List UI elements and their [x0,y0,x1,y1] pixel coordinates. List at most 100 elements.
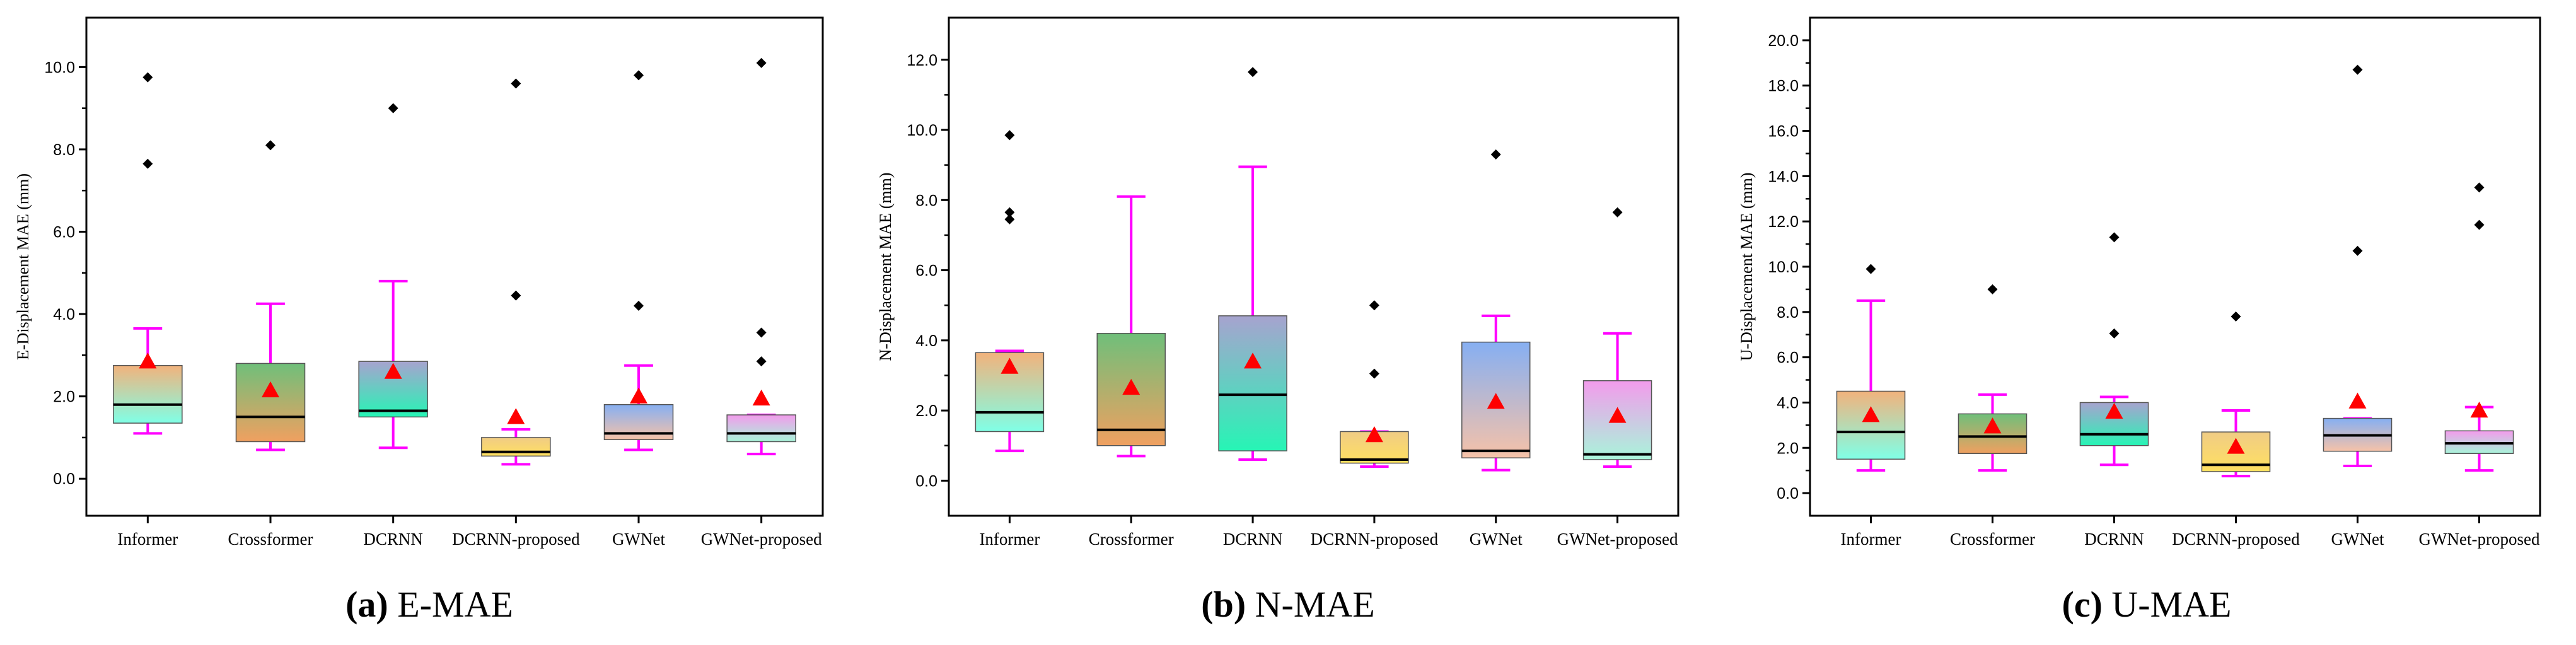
y-tick-label: 2.0 [915,402,937,420]
y-tick-label: 6.0 [915,262,937,280]
y-tick-label: 20.0 [1768,32,1799,50]
iqr-box [481,437,551,457]
box-dcrnn-proposed [1340,300,1409,468]
caption-letter: (c) [2062,584,2103,625]
box-crossformer [235,140,306,451]
x-tick-label: DCRNN [2084,530,2144,549]
x-tick-label: GWNet [2331,530,2384,549]
outlier-point [1004,130,1015,141]
mean-marker [752,389,770,406]
x-tick-label: Crossformer [1089,530,1174,549]
caption-c: (c) U-MAE [1717,583,2576,625]
mean-marker [507,408,525,424]
mean-marker [139,352,157,369]
caption-title: N-MAE [1255,584,1375,625]
plot-frame [85,16,824,517]
iqr-box [726,414,796,443]
box-gwnet-proposed [1582,207,1652,468]
y-tick-label: 6.0 [1777,349,1799,367]
outlier-point [1987,284,1998,294]
y-tick-label: 14.0 [1768,168,1799,185]
y-tick-label: 10.0 [1768,259,1799,276]
outlier-point [1004,207,1015,218]
x-tick-label: GWNet [1470,530,1523,549]
panel-a: 0.0 2.0 4.0 6.0 8.0 10.0 E-Displacement MAE (m… [0,0,859,645]
caption-a: (a) E-MAE [0,583,859,625]
mean-marker [2348,392,2367,409]
box-gwnet [2323,64,2393,467]
y-axis-label: N-Displacement MAE (mm) [876,173,895,361]
y-tick-label: 4.0 [915,332,937,350]
x-tick-label: Informer [1841,530,1901,549]
mean-marker [1244,352,1262,369]
y-tick-label: 8.0 [915,192,937,209]
mean-marker [1608,407,1627,423]
outlier-point [1865,264,1876,274]
y-tick-label: 16.0 [1768,123,1799,141]
outlier-point [1369,300,1379,311]
y-tick-label: 8.0 [1777,304,1799,322]
x-tick-label: DCRNN [1223,530,1283,549]
box-dcrnn [358,103,428,450]
outlier-point [756,57,767,68]
box-dcrnn [2079,232,2149,467]
box-crossformer [1958,284,2028,472]
mean-marker [1122,378,1140,395]
mean-marker [1487,393,1505,409]
outlier-point [1490,149,1501,160]
mean-marker [1001,357,1019,374]
outlier-point [2474,182,2485,193]
chart-b: 0.0 2.0 4.0 6.0 8.0 10.0 12.0 N-Displacement MA… [876,16,1680,549]
outlier-point [511,290,521,301]
box-dcrnn [1218,67,1287,461]
iqr-box [235,363,306,443]
outlier-point [265,140,276,151]
outlier-point [1369,368,1379,379]
outlier-point [756,327,767,338]
plot-frame [948,16,1680,517]
mean-marker [630,387,647,404]
outlier-point [634,301,644,311]
y-tick-label: 12.0 [907,52,937,69]
box-informer [113,72,183,435]
outlier-point [2231,311,2241,322]
x-tick-label: DCRNN [363,530,423,549]
x-tick-label: GWNet-proposed [1557,530,1678,549]
outlier-point [1612,207,1623,218]
x-tick-label: Crossformer [1950,530,2035,549]
box-dcrnn-proposed [481,78,551,466]
box-gwnet-proposed [726,57,796,456]
box-informer [1836,264,1906,472]
outlier-point [388,103,398,113]
caption-title: U-MAE [2111,584,2232,625]
x-tick-label: Informer [979,530,1040,549]
y-tick-label: 8.0 [53,141,75,159]
iqr-box [1096,332,1166,446]
box-informer [975,130,1045,453]
box-dcrnn-proposed [2201,311,2271,478]
mean-marker [384,363,402,379]
x-tick-label: DCRNN-proposed [1311,530,1439,549]
y-tick-label: 2.0 [53,388,75,406]
y-tick-label: 10.0 [44,59,75,76]
iqr-box [113,364,183,424]
outlier-point [142,158,153,169]
outlier-point [2352,64,2363,75]
outlier-point [756,356,767,367]
mean-marker [2470,402,2488,418]
y-tick-label: 10.0 [907,122,937,139]
outlier-point [2109,328,2120,339]
mean-marker [2105,402,2123,419]
x-tick-label: Informer [117,530,178,549]
panel-b: 0.0 2.0 4.0 6.0 8.0 10.0 12.0 N-Displacement MA… [859,0,1717,645]
outlier-point [2474,219,2485,230]
box-crossformer [1096,195,1166,458]
x-tick-label: DCRNN-proposed [2172,530,2300,549]
outlier-point [2109,232,2120,243]
x-tick-label: GWNet-proposed [2419,530,2540,549]
box-gwnet-proposed [2444,182,2514,472]
outlier-point [1004,214,1015,224]
x-tick-label: GWNet-proposed [701,530,822,549]
outlier-point [142,72,153,83]
chart-c: 0.0 2.0 4.0 6.0 8.0 10.0 12.0 14.0 16.0 18.0 20.0 U… [1738,16,2541,549]
